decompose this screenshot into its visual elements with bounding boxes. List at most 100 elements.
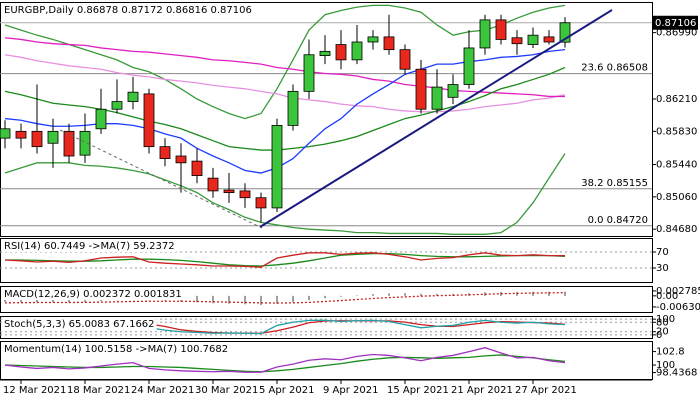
histogram-bar bbox=[260, 295, 262, 305]
histogram-bar bbox=[228, 295, 230, 304]
panel-title: Momentum(14) 100.5158 ->MA(7) 100.7682 bbox=[4, 344, 228, 355]
panel-title: RSI(14) 60.7449 ->MA(7) 59.2372 bbox=[4, 241, 175, 252]
histogram-bar bbox=[548, 291, 550, 296]
x-tick-label: 12 Mar 2021 bbox=[3, 385, 66, 396]
y-tick-label: 0 bbox=[656, 330, 662, 341]
candle-body bbox=[431, 86, 443, 110]
candle-body bbox=[383, 36, 395, 51]
histogram-bar bbox=[292, 295, 294, 303]
histogram-bar bbox=[388, 293, 390, 296]
histogram-bar bbox=[244, 295, 246, 305]
candle-body bbox=[31, 130, 43, 148]
y-tick-label: 80 bbox=[656, 317, 669, 328]
candle-body bbox=[319, 50, 331, 57]
y-tick-label: 0.86210 bbox=[656, 94, 697, 105]
y-tick-label: 0.84680 bbox=[656, 224, 697, 235]
last-price-box bbox=[652, 15, 698, 30]
indicator-line bbox=[4, 37, 565, 98]
candle-body bbox=[159, 146, 171, 159]
candle-body bbox=[495, 19, 507, 40]
histogram-bar bbox=[340, 295, 342, 297]
title-bg bbox=[2, 288, 184, 300]
candle-body bbox=[287, 90, 299, 126]
histogram-bar bbox=[212, 295, 214, 304]
candle-body bbox=[415, 68, 427, 110]
y-tick-label: 100 bbox=[656, 314, 675, 325]
y-tick-label: 20 bbox=[656, 327, 669, 338]
x-tick-label: 24 Mar 2021 bbox=[131, 385, 194, 396]
histogram-bar bbox=[436, 293, 438, 296]
candle-body bbox=[511, 37, 523, 45]
indicator-line bbox=[4, 252, 566, 268]
x-tick-label: 27 Apr 2021 bbox=[515, 385, 577, 396]
indicator-line bbox=[4, 4, 566, 120]
fib-label: 23.6 0.86508 bbox=[581, 63, 648, 74]
fib-label: 0.0 0.84720 bbox=[588, 215, 648, 226]
candle-body bbox=[95, 108, 107, 130]
candle-body bbox=[79, 130, 91, 156]
indicator-line bbox=[4, 153, 566, 235]
y-tick-label: 0.85060 bbox=[656, 192, 697, 203]
candle-body bbox=[559, 22, 571, 43]
candle-body bbox=[543, 36, 555, 43]
y-tick-label: 30 bbox=[656, 263, 669, 274]
y-tick-label: 0.85440 bbox=[656, 160, 697, 171]
x-tick-label: 21 Apr 2021 bbox=[451, 385, 513, 396]
fib-label: 38.2 0.85155 bbox=[581, 178, 648, 189]
candle-body bbox=[175, 155, 187, 164]
x-tick-label: 30 Mar 2021 bbox=[195, 385, 258, 396]
candle-body bbox=[239, 190, 251, 199]
trend-line bbox=[259, 9, 613, 228]
candle-body bbox=[527, 34, 539, 45]
histogram-bar bbox=[564, 291, 566, 296]
indicator-line bbox=[4, 347, 566, 373]
candle-body bbox=[463, 47, 475, 85]
candle-body bbox=[255, 197, 267, 209]
x-tick-label: 5 Apr 2021 bbox=[259, 385, 314, 396]
panel-title: Stoch(5,3,3) 65.0083 67.1662 bbox=[4, 319, 155, 330]
indicator-line bbox=[4, 354, 566, 373]
histogram-bar bbox=[532, 291, 534, 296]
candle-body bbox=[143, 93, 155, 148]
histogram-bar bbox=[372, 294, 374, 296]
histogram-bar bbox=[324, 295, 326, 299]
last-price-label: 0.87106 bbox=[655, 18, 696, 29]
candle-body bbox=[447, 84, 459, 98]
indicator-line bbox=[4, 54, 566, 113]
candle-body bbox=[127, 91, 139, 102]
histogram-bar bbox=[196, 295, 198, 303]
y-tick-label: 0.86990 bbox=[656, 28, 697, 39]
y-tick-label: 0.002785 bbox=[656, 286, 700, 297]
y-tick-label: 98.4368 bbox=[656, 368, 697, 379]
title-bg bbox=[2, 4, 254, 16]
y-tick-label: 100 bbox=[656, 360, 675, 371]
candle-body bbox=[111, 101, 123, 110]
x-tick-label: 18 Mar 2021 bbox=[67, 385, 130, 396]
y-tick-label: 0.00 bbox=[656, 291, 678, 302]
panel-title: MACD(12,26,9) 0.002372 0.001831 bbox=[4, 289, 182, 300]
x-tick-label: 9 Apr 2021 bbox=[323, 385, 378, 396]
title-bg bbox=[2, 318, 157, 330]
y-tick-label: 0.85830 bbox=[656, 126, 697, 137]
candle-body bbox=[399, 49, 411, 70]
y-tick-label: 70 bbox=[656, 247, 669, 258]
panel-frame bbox=[0, 316, 653, 339]
candle-body bbox=[223, 189, 235, 194]
histogram-bar bbox=[356, 295, 358, 296]
histogram-bar bbox=[276, 295, 278, 304]
panel-title: EURGBP,Daily 0.86878 0.87172 0.86816 0.8… bbox=[4, 5, 252, 16]
candle-body bbox=[271, 124, 283, 209]
histogram-bar bbox=[404, 293, 406, 296]
title-bg bbox=[2, 240, 177, 252]
panel-frame bbox=[0, 286, 653, 313]
candle-body bbox=[15, 130, 27, 139]
candle-body bbox=[351, 41, 363, 61]
candle-body bbox=[335, 44, 347, 61]
x-tick-label: 15 Apr 2021 bbox=[387, 385, 449, 396]
panel-frame bbox=[0, 2, 653, 237]
histogram-bar bbox=[308, 295, 310, 301]
candle-body bbox=[0, 128, 11, 139]
candle-body bbox=[303, 54, 315, 92]
indicator-line bbox=[4, 66, 566, 151]
